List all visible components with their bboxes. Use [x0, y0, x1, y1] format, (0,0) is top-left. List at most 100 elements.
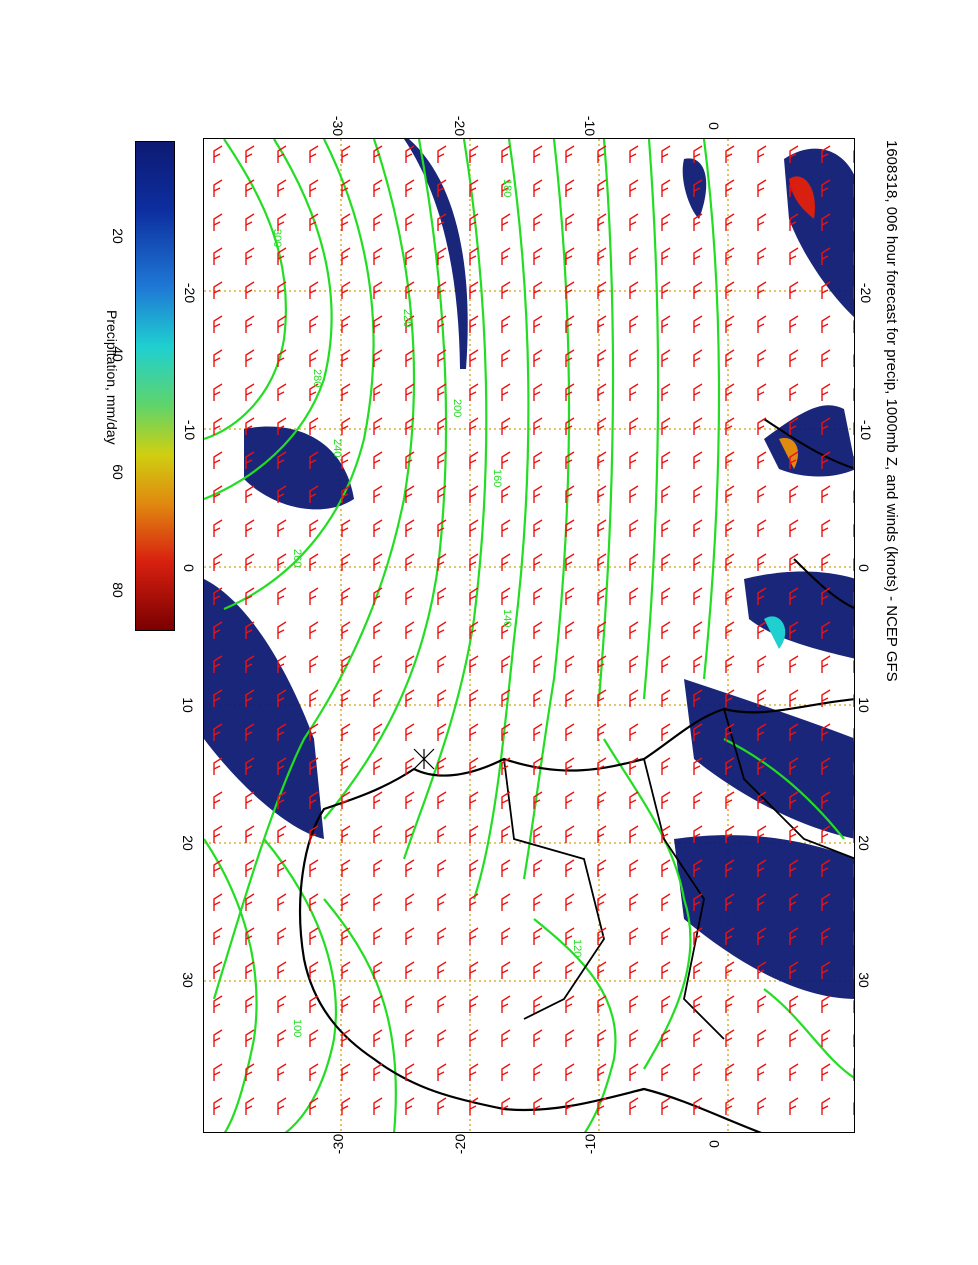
wind-barb [341, 689, 351, 707]
wind-barb [405, 315, 415, 333]
contour-label: 220 [401, 309, 413, 327]
wind-barb [213, 961, 223, 979]
wind-barb [213, 349, 223, 367]
wind-barb [405, 723, 415, 741]
wind-barb [405, 417, 415, 435]
precip-intense-area [789, 176, 815, 219]
wind-barb [245, 1029, 255, 1047]
lat-tick-bottom: -10 [582, 1133, 599, 1155]
wind-barb [725, 315, 735, 333]
wind-barb [693, 1063, 703, 1081]
wind-barb [309, 587, 319, 605]
wind-barb [693, 417, 703, 435]
coastlines-and-borders [299, 418, 854, 1132]
wind-barb [501, 247, 511, 265]
wind-barb [725, 791, 735, 809]
wind-barb [245, 893, 255, 911]
wind-barb [373, 213, 383, 231]
wind-barb [693, 519, 703, 537]
colorbar-tick-60: 60 [109, 464, 126, 480]
wind-barb [437, 689, 447, 707]
wind-barb [853, 388, 854, 401]
wind-barb [533, 179, 543, 197]
wind-barb [725, 621, 735, 639]
wind-barb [245, 553, 255, 571]
wind-barb [341, 723, 351, 741]
wind-barb [469, 451, 479, 469]
wind-barb [277, 893, 287, 911]
wind-barb [725, 179, 735, 197]
wind-barb [469, 383, 479, 401]
wind-barb [373, 893, 383, 911]
precip-area [764, 405, 854, 477]
wind-barb [597, 553, 607, 571]
wind-barb [373, 655, 383, 673]
wind-barb [853, 966, 854, 979]
wind-barb [565, 587, 575, 605]
precip-area [784, 148, 854, 318]
wind-barb [725, 655, 735, 673]
contour-line [723, 738, 845, 840]
wind-barb [277, 995, 287, 1013]
wind-barb [757, 587, 767, 605]
wind-barb [693, 655, 703, 673]
wind-barb [469, 417, 479, 435]
wind-barb [693, 825, 703, 843]
wind-barb [213, 927, 223, 945]
wind-barb [373, 417, 383, 435]
wind-barb [789, 689, 799, 707]
wind-barb [533, 383, 543, 401]
wind-barb [469, 757, 479, 775]
wind-barb [661, 791, 671, 809]
wind-barb [213, 689, 223, 707]
wind-barb [501, 519, 511, 537]
wind-barb [661, 145, 671, 163]
wind-barb [661, 1097, 671, 1115]
wind-barb [821, 247, 831, 265]
wind-barb [821, 281, 831, 299]
wind-barb [789, 995, 799, 1013]
wind-barb [725, 757, 735, 775]
wind-barb [245, 859, 255, 877]
wind-barb [501, 315, 511, 333]
wind-barb [373, 859, 383, 877]
wind-barb [661, 451, 671, 469]
wind-barb [853, 320, 854, 333]
lon-tick-right: 20 [855, 835, 872, 851]
wind-barb [437, 213, 447, 231]
wind-barb [501, 927, 511, 945]
contour-line [763, 988, 854, 1079]
wind-barb [309, 145, 319, 163]
wind-barb [501, 655, 511, 673]
wind-barb [405, 995, 415, 1013]
coastline [299, 698, 854, 1132]
precip-area [674, 835, 854, 999]
wind-barb [501, 621, 511, 639]
lon-tick-right: 10 [855, 697, 872, 713]
wind-barb [821, 655, 831, 673]
wind-barb [533, 995, 543, 1013]
wind-barb [341, 383, 351, 401]
contour-line [642, 139, 660, 700]
wind-barb [373, 689, 383, 707]
precipitation-field [204, 139, 854, 999]
wind-barb [213, 1063, 223, 1081]
wind-barb [725, 723, 735, 741]
wind-barb [373, 757, 383, 775]
wind-barb [597, 587, 607, 605]
wind-barb [629, 723, 639, 741]
wind-barb [341, 485, 351, 503]
wind-barb [565, 519, 575, 537]
wind-barb [597, 689, 607, 707]
wind-barb [437, 383, 447, 401]
wind-barb [501, 757, 511, 775]
wind-barb [757, 1097, 767, 1115]
wind-barb [533, 961, 543, 979]
wind-barb [597, 383, 607, 401]
wind-barb [341, 621, 351, 639]
wind-barb [533, 451, 543, 469]
graticule [204, 139, 854, 1132]
wind-barb [277, 485, 287, 503]
wind-barb [693, 927, 703, 945]
wind-barb [437, 315, 447, 333]
